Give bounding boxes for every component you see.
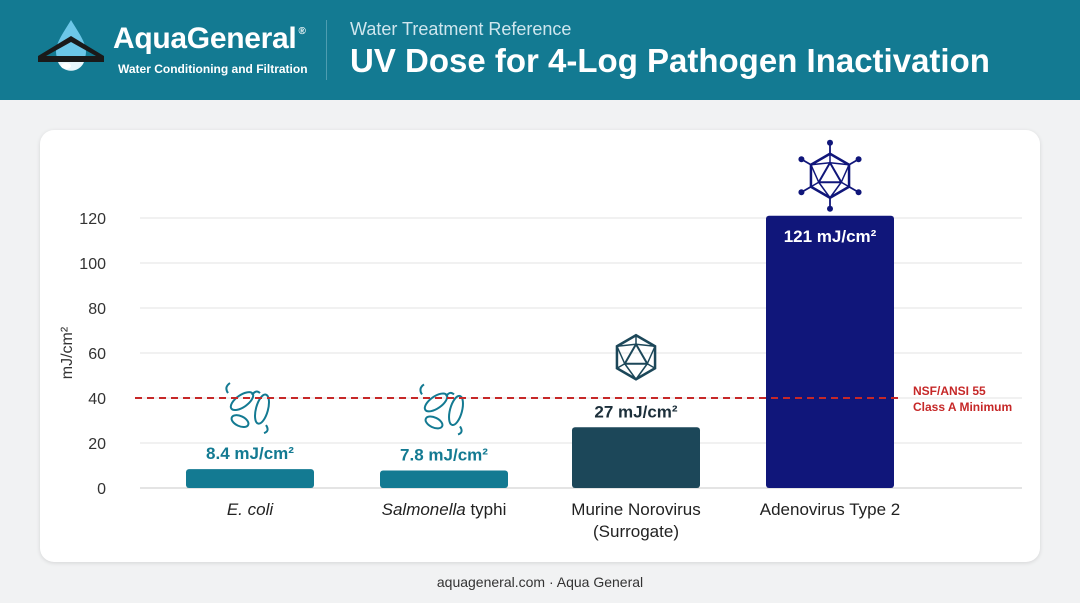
footer-credit: aquageneral.com · Aqua General bbox=[436, 574, 644, 590]
bar-chart: 0 20 40 60 80 100 120 mJ/cm² 8.4 mJ/cm² E. coli 7.… bbox=[59, 139, 1022, 541]
spike-tip bbox=[827, 205, 833, 212]
y-tick-label: 20 bbox=[88, 436, 106, 453]
bar bbox=[766, 215, 894, 488]
virus-facet bbox=[818, 181, 831, 199]
y-tick-label: 100 bbox=[79, 256, 106, 273]
virus-facet bbox=[829, 162, 850, 166]
bacteria-icon bbox=[419, 383, 464, 436]
virus-facet bbox=[810, 162, 831, 166]
data-label: 8.4 mJ/cm² bbox=[206, 444, 294, 463]
spike-tip bbox=[855, 189, 862, 196]
virus-facet bbox=[817, 160, 843, 184]
virus-facet bbox=[810, 164, 820, 183]
bacteria-cell bbox=[423, 392, 449, 413]
virus-facet bbox=[616, 343, 637, 347]
bacteria-cell bbox=[424, 415, 444, 430]
bacteria-cell bbox=[254, 393, 270, 425]
virus-facet bbox=[829, 181, 842, 199]
bar-group: 27 mJ/cm² Murine Norovirus (Surrogate) bbox=[571, 333, 701, 541]
spike-tip bbox=[798, 189, 805, 196]
brand-name: AquaGeneral ® bbox=[113, 22, 306, 55]
y-tick-label: 0 bbox=[97, 481, 106, 498]
virus-facet bbox=[840, 164, 850, 183]
y-tick-label: 120 bbox=[79, 211, 106, 228]
y-tick-label: 60 bbox=[88, 346, 106, 363]
bacteria-cell bbox=[229, 391, 255, 412]
virus-facet bbox=[635, 363, 648, 380]
header-divider bbox=[326, 20, 327, 80]
virus-facet bbox=[646, 363, 656, 369]
virus-facet bbox=[810, 181, 820, 188]
bacteria-cell bbox=[448, 394, 464, 427]
water-drop-logo-icon bbox=[38, 20, 104, 71]
bacteria-icon bbox=[225, 382, 270, 435]
virus-icon bbox=[615, 333, 657, 381]
data-label: 7.8 mJ/cm² bbox=[400, 445, 488, 464]
spike-tip bbox=[855, 156, 862, 163]
x-tick-label: Murine Norovirus bbox=[571, 500, 700, 519]
flagella bbox=[419, 383, 463, 436]
y-axis-label: mJ/cm² bbox=[59, 326, 76, 379]
adenovirus-icon bbox=[798, 139, 862, 212]
spike-tip bbox=[798, 156, 805, 163]
bar bbox=[572, 427, 700, 488]
y-tick-label: 40 bbox=[88, 391, 106, 408]
chart-card: 0 20 40 60 80 100 120 mJ/cm² 8.4 mJ/cm² E. coli 7.… bbox=[40, 130, 1040, 562]
virus-facet bbox=[840, 181, 850, 188]
x-tick-label: (Surrogate) bbox=[593, 522, 679, 541]
x-tick-label: Adenovirus Type 2 bbox=[760, 500, 901, 519]
virus-facet bbox=[616, 363, 626, 369]
reference-label: NSF/ANSI 55 bbox=[913, 384, 986, 398]
reference-label: Class A Minimum bbox=[913, 400, 1012, 414]
spike-tip bbox=[827, 139, 833, 146]
data-label: 121 mJ/cm² bbox=[784, 227, 877, 246]
header-kicker: Water Treatment Reference bbox=[350, 19, 572, 39]
header-banner: AquaGeneral ® Water Conditioning and Filt… bbox=[0, 0, 1080, 100]
x-tick-label: Salmonella typhi bbox=[382, 500, 507, 519]
bar-group: 121 mJ/cm² Adenovirus Type 2 bbox=[760, 139, 901, 519]
virus-facet bbox=[646, 345, 656, 365]
virus-facet bbox=[616, 345, 626, 365]
bar-group: 7.8 mJ/cm² Salmonella typhi bbox=[380, 383, 508, 519]
data-label: 27 mJ/cm² bbox=[594, 402, 677, 421]
bacteria-cell bbox=[230, 414, 250, 429]
brand-tagline: Water Conditioning and Filtration bbox=[118, 62, 308, 76]
virus-facet bbox=[635, 343, 656, 347]
virus-facet bbox=[624, 363, 637, 380]
bar bbox=[186, 469, 314, 488]
bar bbox=[380, 470, 508, 488]
flagella bbox=[225, 382, 269, 435]
x-tick-label: E. coli bbox=[227, 500, 275, 519]
virus-facet bbox=[623, 342, 649, 365]
bar-group: 8.4 mJ/cm² E. coli bbox=[186, 382, 314, 519]
page-title: UV Dose for 4-Log Pathogen Inactivation bbox=[350, 42, 990, 79]
y-tick-label: 80 bbox=[88, 301, 106, 318]
